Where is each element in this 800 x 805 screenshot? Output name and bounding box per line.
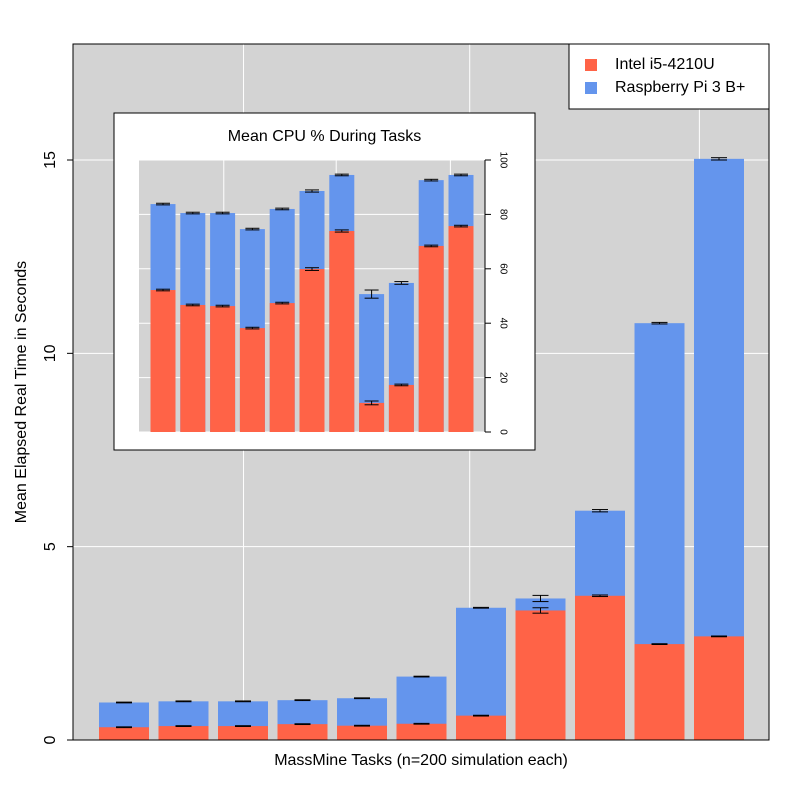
y-tick-label: 0 xyxy=(497,429,508,435)
error-bar xyxy=(215,211,230,215)
bar xyxy=(269,303,295,432)
bar xyxy=(99,727,149,740)
error-bar xyxy=(116,701,132,704)
bar xyxy=(210,306,236,432)
y-tick-label: 20 xyxy=(497,372,508,384)
error-bar xyxy=(364,400,379,406)
bar xyxy=(418,245,444,432)
error-bar xyxy=(424,178,439,182)
error-bar xyxy=(651,643,668,645)
bar xyxy=(329,230,355,432)
error-bar xyxy=(394,281,409,285)
bar xyxy=(456,715,506,740)
legend-label: Intel i5-4210U xyxy=(615,56,715,73)
bar xyxy=(277,724,328,740)
error-bar xyxy=(651,321,668,325)
error-bar xyxy=(334,173,349,177)
error-bar xyxy=(185,303,200,307)
error-bar xyxy=(532,607,549,614)
error-bar xyxy=(711,157,727,161)
error-bar xyxy=(473,606,489,609)
error-bar xyxy=(305,267,319,271)
y-tick-label: 40 xyxy=(497,318,508,330)
error-bar xyxy=(454,224,468,228)
error-bar xyxy=(275,301,290,305)
y-axis-label: Mean Elapsed Real Time in Seconds xyxy=(13,261,30,523)
bar xyxy=(239,328,265,432)
bar xyxy=(158,726,209,740)
bar xyxy=(180,304,206,432)
error-bar xyxy=(275,207,290,211)
error-bar xyxy=(305,189,319,193)
bar xyxy=(575,595,625,740)
y-tick-label: 100 xyxy=(497,152,508,169)
error-bar xyxy=(354,697,370,700)
bar xyxy=(150,290,176,432)
bar xyxy=(388,384,414,432)
legend-swatch xyxy=(585,82,597,94)
error-bar xyxy=(245,227,260,231)
error-bar xyxy=(354,724,370,727)
error-bar xyxy=(394,383,409,387)
y-tick-label: 15 xyxy=(42,151,59,169)
legend-frame xyxy=(568,43,770,110)
error-bar xyxy=(156,202,170,206)
error-bar xyxy=(413,722,430,725)
bar xyxy=(218,726,268,740)
legend-swatch xyxy=(585,59,597,71)
bar xyxy=(515,610,566,740)
error-bar xyxy=(473,714,489,717)
bar xyxy=(337,725,387,740)
bar xyxy=(299,269,325,432)
error-bar xyxy=(711,635,727,638)
error-bar xyxy=(294,699,311,702)
error-bar xyxy=(364,289,379,299)
error-bar xyxy=(245,326,260,330)
error-bar xyxy=(454,173,468,177)
error-bar xyxy=(175,725,192,727)
y-tick-label: 80 xyxy=(497,209,508,221)
chart-title: Mean CPU % During Tasks xyxy=(228,128,422,145)
error-bar xyxy=(413,675,430,678)
error-bar xyxy=(235,725,251,727)
error-bar xyxy=(116,726,132,729)
legend-label: Raspberry Pi 3 B+ xyxy=(615,79,745,96)
y-tick-label: 60 xyxy=(497,263,508,275)
y-tick-label: 5 xyxy=(42,542,59,551)
error-bar xyxy=(424,244,439,248)
error-bar xyxy=(215,304,230,308)
bar xyxy=(634,644,685,740)
error-bar xyxy=(185,211,200,215)
x-axis-label: MassMine Tasks (n=200 simulation each) xyxy=(274,752,568,769)
error-bar xyxy=(235,700,251,703)
bar xyxy=(359,402,385,432)
y-tick-label: 10 xyxy=(42,344,59,362)
bar xyxy=(448,226,474,432)
error-bar xyxy=(294,723,311,726)
error-bar xyxy=(156,288,170,292)
error-bar xyxy=(532,594,549,603)
error-bar xyxy=(592,594,608,598)
error-bar xyxy=(592,509,608,513)
bar xyxy=(694,636,744,740)
error-bar xyxy=(334,229,349,233)
error-bar xyxy=(175,700,192,703)
plot-frame xyxy=(72,43,770,741)
bar xyxy=(396,723,447,740)
y-tick-label: 0 xyxy=(42,735,59,744)
